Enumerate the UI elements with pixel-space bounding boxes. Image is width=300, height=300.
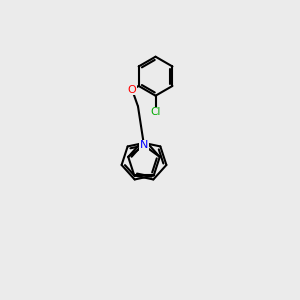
- Text: O: O: [128, 85, 136, 95]
- Text: N: N: [140, 140, 148, 150]
- Text: Cl: Cl: [150, 107, 161, 117]
